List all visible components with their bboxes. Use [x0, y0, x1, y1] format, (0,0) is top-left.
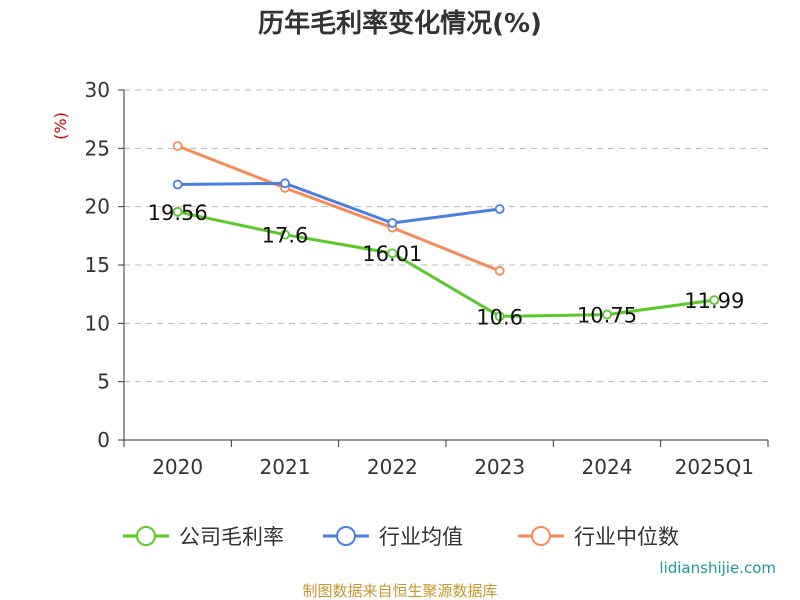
y-tick-label: 10: [85, 311, 110, 335]
legend-item[interactable]: 公司毛利率: [123, 525, 284, 549]
series-line: [177, 210, 715, 318]
data-point: [602, 309, 612, 320]
series-line: [177, 181, 500, 225]
x-tick-label: 2020: [152, 455, 203, 479]
series-line: [177, 144, 501, 273]
legend-label: 公司毛利率: [179, 525, 284, 549]
y-tick-label: 5: [97, 370, 110, 394]
data-point: [172, 141, 183, 151]
x-tick-label: 2022: [367, 455, 418, 479]
legend-label: 行业均值: [379, 525, 463, 549]
chart-title: 历年毛利率变化情况(%): [258, 8, 542, 39]
data-label: 17.6: [262, 224, 309, 248]
y-axis-unit: (%): [51, 112, 70, 140]
series-lines: [172, 141, 720, 322]
legend-marker: [336, 526, 356, 546]
data-point: [387, 218, 398, 228]
legend-marker: [531, 526, 551, 546]
x-tick-label: 2021: [260, 455, 311, 479]
legend-marker: [136, 526, 156, 546]
grid-lines: [124, 89, 768, 383]
data-labels: 19.56 17.6 16.01 10.6 10.75 11.99: [148, 201, 745, 330]
x-tick-label: 2024: [582, 455, 633, 479]
source-note: 制图数据来自恒生聚源数据库: [302, 582, 497, 600]
data-point: [172, 179, 183, 190]
legend-item[interactable]: 行业中位数: [518, 525, 679, 549]
legend-label: 行业中位数: [574, 525, 679, 549]
data-point: [494, 204, 505, 214]
data-label: 10.6: [476, 305, 523, 329]
data-label: 19.56: [148, 201, 208, 225]
y-tick-label: 20: [85, 195, 110, 219]
data-point: [494, 311, 505, 322]
data-point: [280, 178, 290, 189]
data-point: [387, 248, 398, 259]
y-tick-label: 0: [97, 428, 110, 452]
y-tick-label: 30: [85, 78, 110, 102]
axes: 0 5 10 15 20 25 30 2020 2021 2022 2023 2024 2025Q1: [85, 78, 769, 479]
legend[interactable]: 公司毛利率 行业均值 行业中位数: [123, 525, 679, 549]
x-tick-label: 2025Q1: [675, 455, 754, 479]
data-point: [494, 265, 505, 276]
data-point: [280, 229, 290, 240]
watermark: lidianshijie.com: [659, 559, 776, 577]
data-point: [172, 206, 183, 217]
data-point: [709, 295, 720, 306]
y-tick-label: 15: [85, 253, 110, 277]
legend-item[interactable]: 行业均值: [323, 525, 463, 549]
data-label: 10.75: [577, 304, 637, 328]
data-label: 16.01: [362, 242, 422, 266]
data-label: 11.99: [684, 289, 744, 313]
x-tick-label: 2023: [474, 455, 525, 479]
y-tick-label: 25: [85, 136, 110, 160]
